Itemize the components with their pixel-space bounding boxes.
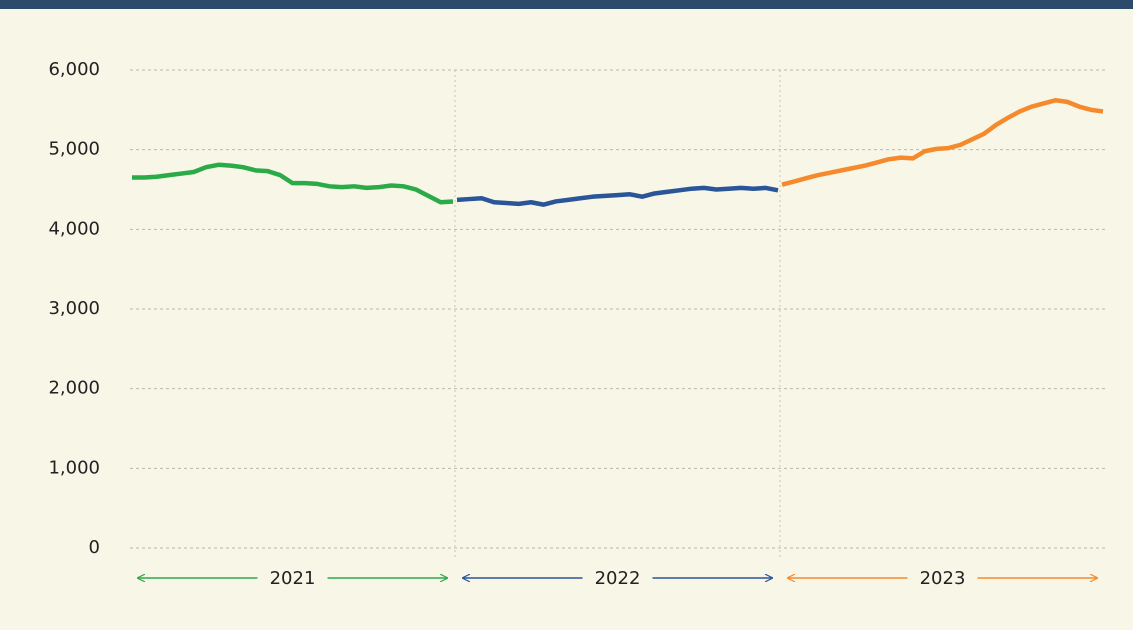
y-tick-label: 4,000 [48,218,100,239]
y-tick-label: 1,000 [48,457,100,478]
y-tick-label: 2,000 [48,378,100,399]
line [132,162,454,205]
legend-label: 2022 [595,568,641,589]
y-tick-label: 6,000 [48,59,100,80]
y-tick-label: 0 [89,537,100,558]
legend-label: 2023 [920,568,966,589]
y-tick-label: 3,000 [48,298,100,319]
top-bar [0,0,1133,9]
line [781,98,1104,187]
legend-label: 2021 [270,568,316,589]
y-tick-label: 5,000 [48,139,100,160]
line [456,185,779,207]
